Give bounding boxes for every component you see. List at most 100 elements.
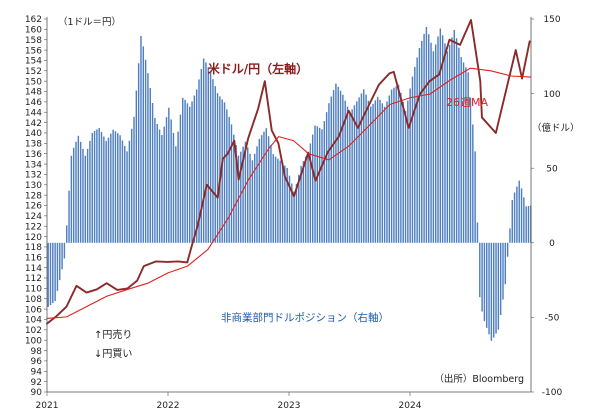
position-bar-69 (207, 67, 209, 243)
left-tick-label: 152 (25, 67, 42, 77)
position-bar-204 (520, 188, 523, 243)
position-bar-103 (286, 168, 288, 243)
left-tick-label: 154 (25, 57, 42, 67)
position-bar-129 (346, 106, 349, 243)
left-tick-label: 108 (25, 295, 42, 305)
position-bar-118 (321, 129, 323, 243)
position-bar-148 (390, 89, 393, 243)
position-bar-136 (363, 89, 365, 243)
position-bar-178 (460, 57, 462, 243)
position-bar-147 (388, 95, 390, 243)
position-bar-24 (103, 136, 105, 243)
position-bar-121 (328, 103, 330, 243)
position-bar-16 (84, 155, 87, 243)
position-bar-99 (277, 158, 279, 243)
position-bar-170 (441, 35, 444, 243)
position-bar-172 (446, 51, 449, 243)
position-bar-2 (52, 242, 54, 304)
position-bar-167 (434, 44, 437, 243)
position-bar-206 (525, 206, 527, 243)
position-bar-72 (214, 86, 216, 243)
left-tick-label: 92 (31, 378, 42, 388)
left-tick-label: 142 (25, 119, 42, 129)
position-bar-165 (430, 42, 432, 243)
position-bar-86 (247, 147, 249, 243)
right-tick-label: 150 (543, 15, 560, 25)
left-unit-label: （1ドル＝円） (58, 16, 121, 28)
x-tick-label: 2022 (157, 401, 180, 411)
position-bar-203 (518, 180, 520, 243)
position-bar-132 (353, 105, 356, 243)
position-bar-60 (186, 103, 189, 243)
position-bar-169 (439, 28, 442, 243)
position-bar-15 (82, 148, 84, 243)
position-bar-6 (61, 242, 63, 270)
left-tick-label: 118 (25, 243, 42, 253)
right-tick-label: 0 (549, 239, 555, 249)
position-bar-28 (112, 129, 114, 243)
position-bar-88 (251, 160, 254, 243)
position-bar-200 (511, 200, 513, 243)
position-bar-140 (372, 103, 374, 243)
position-bar-113 (309, 143, 312, 243)
position-bar-87 (249, 153, 251, 243)
position-bar-47 (156, 124, 158, 243)
position-bar-58 (182, 97, 184, 243)
position-bar-197 (504, 242, 507, 285)
position-bar-116 (316, 126, 319, 243)
left-tick-label: 98 (31, 347, 43, 357)
position-bar-179 (462, 62, 465, 243)
position-bar-154 (404, 110, 407, 243)
position-bar-134 (358, 97, 360, 243)
right-tick-label: 100 (543, 90, 560, 100)
left-tick-label: 150 (25, 77, 42, 87)
position-bar-189 (486, 242, 488, 328)
left-tick-label: 132 (25, 171, 42, 181)
position-bar-89 (253, 153, 256, 243)
position-bar-36 (130, 128, 133, 243)
position-bar-71 (212, 79, 214, 243)
position-bar-182 (469, 97, 472, 243)
ma26-line (46, 67, 532, 319)
position-bar-26 (107, 137, 110, 243)
source-label: （出所）Bloomberg (434, 373, 524, 385)
position-bar-163 (425, 26, 428, 243)
position-bar-29 (114, 131, 117, 243)
position-bar-192 (492, 242, 495, 338)
position-bar-57 (179, 114, 182, 243)
position-bar-59 (184, 99, 186, 243)
position-bar-111 (305, 156, 307, 243)
position-bar-98 (274, 156, 277, 243)
text-labels: 9092949698100102104106108110112114116118… (25, 15, 580, 411)
position-bar-46 (154, 117, 156, 243)
position-bar-109 (300, 165, 302, 243)
position-bar-81 (235, 145, 237, 243)
position-bar-171 (444, 43, 446, 243)
position-bar-112 (307, 152, 309, 243)
position-bar-108 (298, 174, 300, 243)
position-bar-17 (86, 148, 89, 243)
left-tick-label: 128 (25, 191, 42, 201)
position-bar-35 (128, 140, 131, 243)
position-bar-22 (98, 128, 100, 243)
position-bar-117 (318, 127, 321, 243)
position-bar-138 (367, 100, 370, 243)
position-bar-152 (400, 92, 402, 243)
position-bar-40 (140, 35, 142, 243)
position-bar-83 (240, 151, 242, 243)
left-tick-label: 160 (25, 26, 42, 36)
position-bar-91 (258, 138, 261, 243)
left-tick-label: 104 (25, 316, 42, 326)
position-bar-11 (72, 147, 75, 243)
position-bar-107 (295, 183, 298, 243)
position-bar-48 (158, 129, 161, 243)
position-bar-115 (314, 125, 316, 243)
position-bar-23 (100, 132, 103, 243)
position-bar-166 (432, 51, 435, 243)
position-bar-64 (195, 89, 198, 243)
position-bar-168 (437, 36, 439, 243)
position-bar-90 (256, 146, 258, 243)
position-bar-50 (163, 126, 165, 243)
position-bar-156 (409, 88, 411, 243)
